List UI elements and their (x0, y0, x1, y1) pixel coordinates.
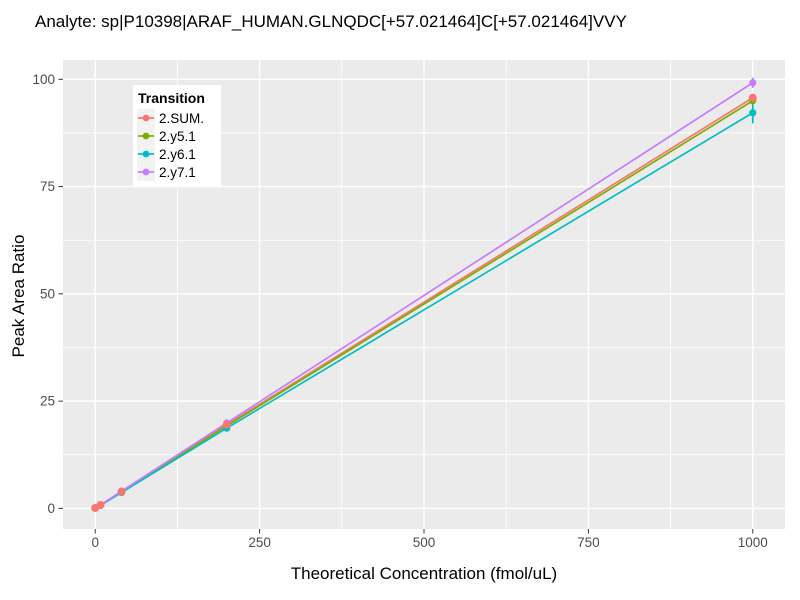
data-point-0 (117, 487, 126, 496)
x-tick-label: 500 (413, 535, 436, 550)
legend: Transition 2.SUM. 2.y5.1 2.y6.1 2.y7.1 (133, 85, 221, 186)
legend-item-2: 2.y6.1 (137, 145, 215, 163)
legend-items: 2.SUM. 2.y5.1 2.y6.1 2.y7.1 (137, 109, 215, 181)
y-tick-label: 100 (32, 72, 55, 87)
x-axis-title: Theoretical Concentration (fmol/uL) (290, 564, 558, 583)
legend-item-label: 2.SUM. (159, 110, 205, 126)
legend-key-icon (137, 163, 155, 181)
y-axis-title: Peak Area Ratio (9, 234, 28, 358)
legend-item-1: 2.y5.1 (137, 127, 215, 145)
legend-item-0: 2.SUM. (137, 109, 215, 127)
data-point-0 (222, 420, 231, 429)
x-tick-label: 250 (248, 535, 271, 550)
legend-key-icon (137, 109, 155, 127)
y-tick-label: 25 (40, 394, 55, 409)
y-tick-label: 75 (40, 179, 55, 194)
data-point-2 (749, 109, 757, 117)
legend-key-icon (137, 145, 155, 163)
legend-title: Transition (138, 90, 205, 106)
x-tick-label: 0 (91, 535, 99, 550)
legend-item-label: 2.y5.1 (159, 128, 196, 144)
legend-item-label: 2.y7.1 (159, 164, 196, 180)
data-point-3 (749, 79, 757, 87)
x-tick-label: 750 (577, 535, 600, 550)
y-tick-label: 0 (47, 501, 55, 516)
x-tick-label: 1000 (738, 535, 768, 550)
data-point-0 (96, 500, 105, 509)
chart-title: Analyte: sp|P10398|ARAF_HUMAN.GLNQDC[+57… (35, 12, 627, 31)
y-tick-label: 50 (40, 286, 55, 301)
legend-item-3: 2.y7.1 (137, 163, 215, 181)
legend-item-label: 2.y6.1 (159, 146, 196, 162)
legend-key-icon (137, 127, 155, 145)
data-point-0 (748, 93, 757, 102)
